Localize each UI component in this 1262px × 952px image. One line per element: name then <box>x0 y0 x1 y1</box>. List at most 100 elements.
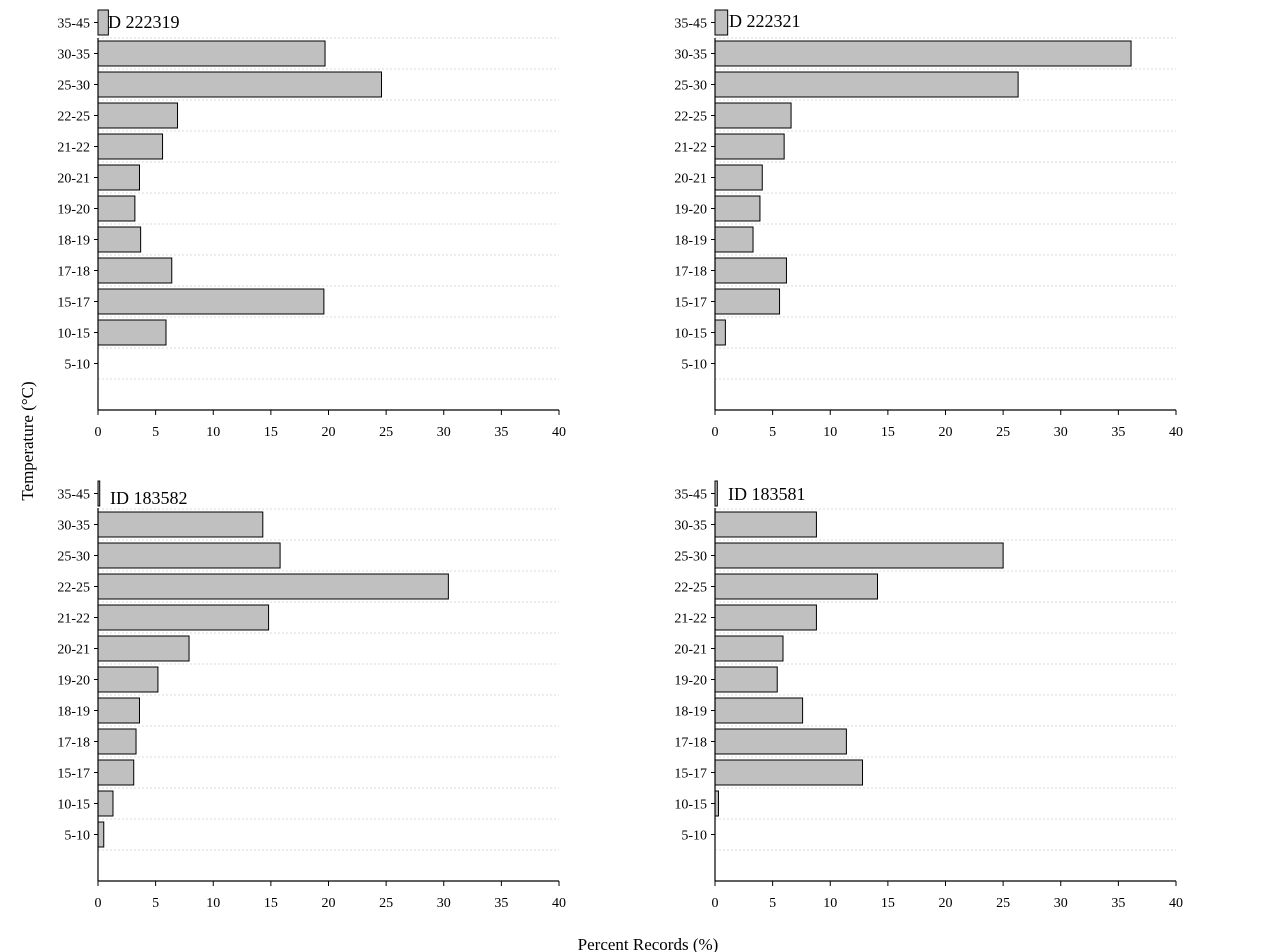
bar <box>714 9 729 36</box>
y-tick-label: 21-22 <box>674 141 707 156</box>
panel-title: ID 222321 <box>723 11 801 31</box>
bar <box>97 821 105 848</box>
x-tick-label: 30 <box>437 425 451 440</box>
y-tick-label: 10-15 <box>57 327 90 342</box>
x-tick-label: 5 <box>152 896 159 911</box>
y-tick-label: 21-22 <box>674 612 707 627</box>
bar <box>714 666 778 693</box>
x-tick-label: 15 <box>264 425 278 440</box>
bar <box>714 257 787 284</box>
y-tick-label: 22-25 <box>674 581 707 596</box>
y-tick-label: 25-30 <box>57 550 90 565</box>
bar <box>714 480 718 507</box>
x-tick-label: 0 <box>95 896 102 911</box>
x-tick-label: 0 <box>712 425 719 440</box>
x-tick-label: 30 <box>437 896 451 911</box>
panel-4: ID 183581 5-10 10-15 15-17 17-18 18-19 19-20 20… <box>674 480 1183 911</box>
y-tick-label: 20-21 <box>57 172 90 187</box>
bar <box>97 40 326 67</box>
bar <box>97 288 325 315</box>
x-tick-label: 0 <box>95 425 102 440</box>
y-tick-label: 30-35 <box>57 48 90 63</box>
x-tick-label: 15 <box>881 425 895 440</box>
y-tick-label: 25-30 <box>674 550 707 565</box>
panel-3: ID 183582 5-10 10-15 15-17 17-18 18-19 19-20 20… <box>57 480 566 911</box>
y-tick-label: 35-45 <box>57 488 90 503</box>
bar <box>714 71 1019 98</box>
x-tick-label: 30 <box>1054 425 1068 440</box>
bar <box>714 604 817 631</box>
bar <box>714 511 817 538</box>
y-tick-label: 10-15 <box>57 798 90 813</box>
y-tick-label: 21-22 <box>57 612 90 627</box>
x-tick-label: 25 <box>379 896 393 911</box>
y-tick-label: 5-10 <box>681 829 707 844</box>
bar <box>97 573 449 600</box>
panel-2: ID 222321 5-10 10-15 15-17 17-18 18-19 19-20 20… <box>674 9 1183 440</box>
panel-title: ID 183581 <box>728 484 806 504</box>
x-tick-label: 40 <box>1169 425 1183 440</box>
y-tick-label: 17-18 <box>57 265 90 280</box>
y-tick-label: 18-19 <box>57 705 90 720</box>
x-axis-title: Percent Records (%) <box>578 935 719 952</box>
bar <box>97 133 164 160</box>
bar <box>714 40 1132 67</box>
y-tick-label: 35-45 <box>674 17 707 32</box>
x-tick-label: 10 <box>823 896 837 911</box>
bar <box>97 319 167 346</box>
x-tick-label: 25 <box>996 896 1010 911</box>
y-tick-label: 15-17 <box>57 767 90 782</box>
bar <box>97 257 173 284</box>
y-tick-label: 30-35 <box>57 519 90 534</box>
x-tick-label: 10 <box>206 425 220 440</box>
y-tick-label: 17-18 <box>674 265 707 280</box>
bar <box>97 790 114 817</box>
y-tick-label: 18-19 <box>674 705 707 720</box>
panel-1: ID 222319 5-10 10-15 15-17 17-18 18-19 19-20 20… <box>57 9 566 440</box>
y-tick-label: 22-25 <box>674 110 707 125</box>
x-tick-label: 40 <box>552 425 566 440</box>
y-tick-label: 5-10 <box>64 829 90 844</box>
bar <box>97 728 137 755</box>
y-tick-label: 15-17 <box>674 296 707 311</box>
x-tick-label: 25 <box>379 425 393 440</box>
y-tick-label: 10-15 <box>674 327 707 342</box>
x-tick-label: 35 <box>1111 896 1125 911</box>
y-tick-label: 17-18 <box>674 736 707 751</box>
y-tick-label: 18-19 <box>57 234 90 249</box>
y-axis-title: Temperature (°C) <box>18 381 37 500</box>
x-tick-label: 15 <box>881 896 895 911</box>
bar <box>97 542 281 569</box>
bar <box>97 226 142 253</box>
bar <box>97 635 190 662</box>
y-tick-label: 25-30 <box>57 79 90 94</box>
bar <box>714 542 1004 569</box>
x-tick-label: 20 <box>939 896 953 911</box>
bar <box>714 102 792 129</box>
y-tick-label: 17-18 <box>57 736 90 751</box>
y-tick-label: 21-22 <box>57 141 90 156</box>
y-tick-label: 35-45 <box>57 17 90 32</box>
bar <box>714 319 726 346</box>
x-tick-label: 35 <box>1111 425 1125 440</box>
bar <box>97 666 159 693</box>
y-tick-label: 15-17 <box>674 767 707 782</box>
x-tick-label: 30 <box>1054 896 1068 911</box>
bar <box>97 102 179 129</box>
y-tick-label: 19-20 <box>674 674 707 689</box>
bar <box>97 759 135 786</box>
x-tick-label: 20 <box>939 425 953 440</box>
y-tick-label: 20-21 <box>674 172 707 187</box>
y-tick-label: 30-35 <box>674 48 707 63</box>
bar <box>714 164 763 191</box>
x-tick-label: 5 <box>769 425 776 440</box>
bar <box>714 573 879 600</box>
y-tick-label: 10-15 <box>674 798 707 813</box>
bar <box>714 697 804 724</box>
panel-title: ID 183582 <box>110 488 188 508</box>
bar <box>97 511 264 538</box>
x-tick-label: 25 <box>996 425 1010 440</box>
panel-title: ID 222319 <box>102 12 180 32</box>
y-tick-label: 19-20 <box>57 203 90 218</box>
y-tick-label: 20-21 <box>57 643 90 658</box>
